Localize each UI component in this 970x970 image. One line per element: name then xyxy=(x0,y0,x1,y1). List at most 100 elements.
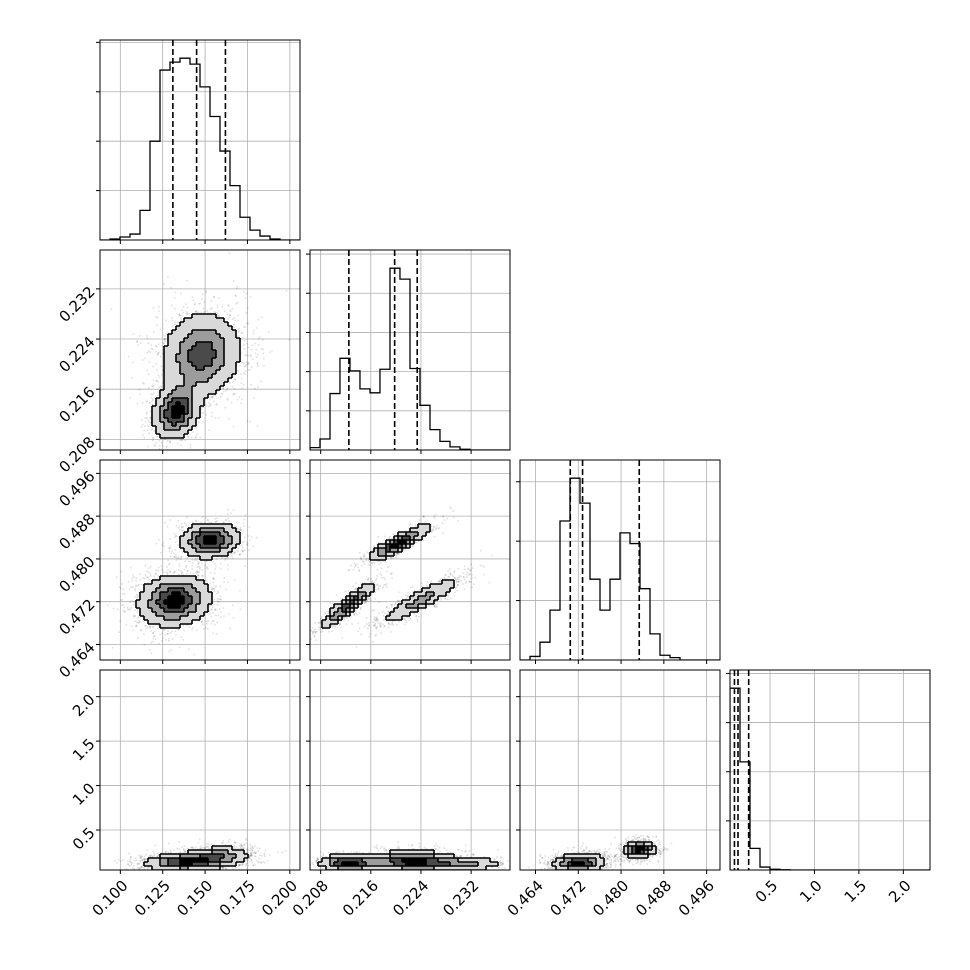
scatter-point xyxy=(144,357,146,360)
density-cell xyxy=(176,414,181,419)
scatter-point xyxy=(162,637,164,640)
scatter-point xyxy=(166,573,169,576)
scatter-point xyxy=(168,550,171,552)
density-cell xyxy=(164,426,169,431)
scatter-point xyxy=(248,526,251,528)
density-cell xyxy=(172,434,177,439)
scatter-point xyxy=(169,547,172,549)
scatter-point xyxy=(170,286,173,289)
scatter-point xyxy=(191,296,194,299)
density-cell xyxy=(228,532,233,537)
density-cell xyxy=(224,322,229,327)
scatter-point xyxy=(204,310,206,313)
scatter-point xyxy=(182,306,185,308)
density-cell xyxy=(196,414,201,419)
scatter-point xyxy=(235,526,238,528)
scatter-point xyxy=(211,588,213,590)
scatter-point xyxy=(196,312,198,314)
scatter-point xyxy=(156,369,158,371)
scatter-point xyxy=(157,374,160,377)
scatter-point xyxy=(181,315,184,317)
scatter-point xyxy=(212,632,214,635)
scatter-point xyxy=(235,295,237,297)
scatter-point xyxy=(210,395,213,398)
scatter-point xyxy=(155,542,158,545)
scatter-point xyxy=(205,627,207,629)
scatter-point xyxy=(136,340,138,343)
scatter-point xyxy=(146,337,149,340)
density-cell xyxy=(184,402,189,407)
scatter-point xyxy=(240,382,243,385)
scatter-point xyxy=(178,565,181,568)
scatter-point xyxy=(227,399,229,401)
scatter-point xyxy=(181,525,183,528)
scatter-point xyxy=(132,614,135,617)
density-cell xyxy=(200,322,205,327)
density-cell xyxy=(180,350,185,355)
scatter-point xyxy=(212,396,214,398)
scatter-point xyxy=(174,534,177,537)
density-cell xyxy=(176,362,181,367)
scatter-point xyxy=(227,517,229,520)
scatter-point xyxy=(147,626,149,628)
density-cell xyxy=(216,358,221,363)
density-cell xyxy=(228,330,233,335)
scatter-point xyxy=(212,601,214,603)
scatter-point xyxy=(222,607,225,609)
scatter-point xyxy=(187,313,190,315)
density-cell xyxy=(168,406,173,411)
scatter-point xyxy=(148,402,151,404)
scatter-point xyxy=(175,634,177,636)
density-cell xyxy=(164,398,169,403)
scatter-point xyxy=(187,560,190,563)
density-cell xyxy=(220,330,225,335)
scatter-point xyxy=(195,520,197,522)
density-cell xyxy=(212,338,217,343)
scatter-point xyxy=(146,351,149,354)
scatter-point xyxy=(223,615,225,617)
density-cell xyxy=(160,418,165,423)
scatter-point xyxy=(211,587,214,590)
density-cell xyxy=(156,426,161,431)
scatter-point xyxy=(225,556,228,559)
density-cell xyxy=(180,342,185,347)
density-cell xyxy=(224,366,229,371)
scatter-point xyxy=(236,285,239,288)
scatter-point xyxy=(238,327,241,330)
scatter-point xyxy=(212,606,214,608)
scatter-point xyxy=(213,563,216,565)
density-cell xyxy=(196,540,201,545)
scatter-point xyxy=(148,361,151,363)
scatter-point xyxy=(242,550,244,553)
scatter-point xyxy=(222,521,225,524)
density-cell xyxy=(156,422,161,427)
scatter-point xyxy=(234,378,236,381)
scatter-point xyxy=(197,421,200,423)
scatter-point xyxy=(180,317,182,320)
scatter-point xyxy=(189,446,192,449)
density-cell xyxy=(184,414,189,419)
density-cell xyxy=(220,374,225,379)
density-cell xyxy=(168,386,173,391)
scatter-point xyxy=(228,381,230,383)
density-cell xyxy=(172,334,177,339)
density-cell xyxy=(192,326,197,331)
scatter-point xyxy=(241,361,243,364)
density-cell xyxy=(188,382,193,387)
scatter-point xyxy=(152,436,154,439)
scatter-point xyxy=(182,311,184,314)
scatter-point xyxy=(134,609,136,612)
density-cell xyxy=(184,370,189,375)
density-cell xyxy=(204,540,209,545)
density-cell xyxy=(216,350,221,355)
scatter-point xyxy=(174,536,176,538)
density-cell xyxy=(220,358,225,363)
scatter-point xyxy=(185,564,188,567)
scatter-point xyxy=(213,623,216,626)
density-cell xyxy=(200,528,205,533)
density-cell xyxy=(204,346,209,351)
density-cell xyxy=(228,540,233,545)
scatter-point xyxy=(174,541,177,544)
density-cell xyxy=(180,362,185,367)
scatter-point xyxy=(149,410,152,413)
